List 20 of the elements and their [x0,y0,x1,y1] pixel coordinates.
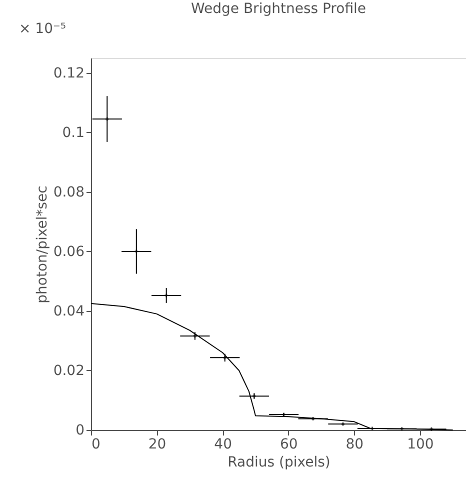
point [134,250,138,254]
x-tick-label: 80 [346,436,364,452]
chart-title: Wedge Brightness Profile [190,1,366,17]
x-tick-label: 60 [280,436,298,452]
x-axis-title: Radius (pixels) [228,454,330,470]
x-tick-label: 0 [92,436,100,452]
y-axis-title: photon/pixel*sec [34,186,50,304]
y-tick-label: 0.04 [53,303,85,320]
y-tick-label: 0.08 [53,184,84,200]
x-tick-label: 20 [148,436,166,452]
y-tick-label: 0.1 [62,124,84,141]
y-tick-label: 0.02 [53,362,84,379]
point [223,356,227,360]
y-tick-label: 0.06 [53,244,85,260]
y-tick-label: 0.12 [53,65,84,82]
x-tick-label: 40 [214,436,232,452]
x-tick-label: 100 [407,436,434,452]
line-series [90,303,454,430]
text: × 10⁻⁵ [19,21,66,37]
y-tick-label: 0 [76,422,84,438]
